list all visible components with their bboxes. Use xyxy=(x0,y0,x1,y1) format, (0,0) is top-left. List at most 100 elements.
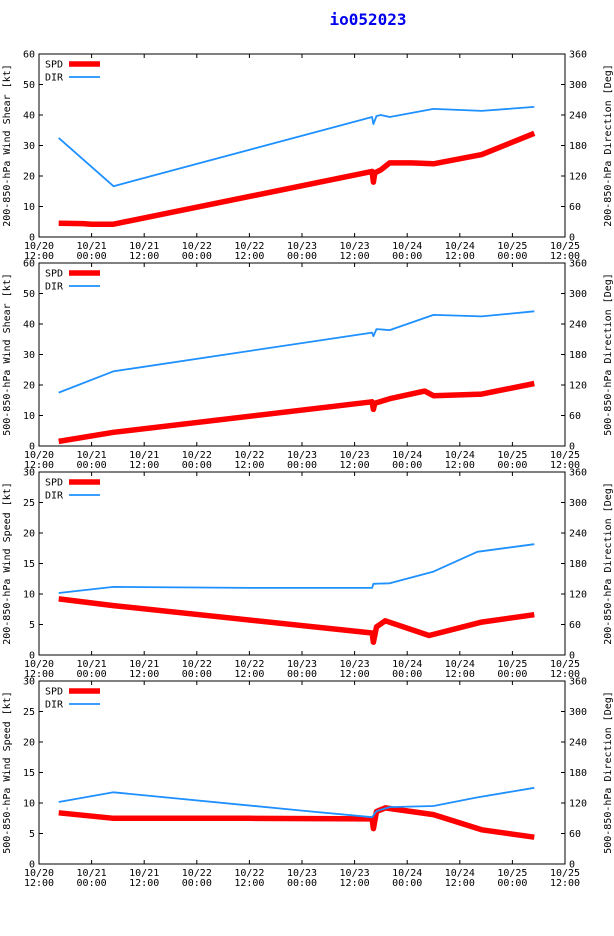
x-tick-date: 10/24 xyxy=(392,659,422,670)
x-tick-time: 00:00 xyxy=(392,251,422,262)
dir-series-line xyxy=(58,310,535,394)
y-right-tick-label: 360 xyxy=(569,677,587,688)
y-left-tick-label: 5 xyxy=(29,620,35,631)
x-tick-time: 00:00 xyxy=(392,669,422,680)
x-tick-date: 10/24 xyxy=(392,450,422,461)
y-left-tick-label: 10 xyxy=(23,590,35,601)
y-right-tick-label: 360 xyxy=(569,259,587,270)
y-left-tick-label: 25 xyxy=(23,498,35,509)
x-tick-date: 10/24 xyxy=(445,241,475,252)
x-tick-date: 10/23 xyxy=(340,241,370,252)
x-tick-date: 10/25 xyxy=(550,868,580,879)
x-tick-time: 12:00 xyxy=(24,460,54,471)
y-left-axis-label: 200-850-hPa Wind Speed [kt] xyxy=(2,482,13,645)
x-tick-date: 10/24 xyxy=(392,241,422,252)
x-tick-date: 10/21 xyxy=(77,868,107,879)
x-tick-time: 12:00 xyxy=(340,251,370,262)
legend-label-dir: DIR xyxy=(45,73,64,84)
x-tick-date: 10/20 xyxy=(24,241,54,252)
legend-label-dir: DIR xyxy=(45,700,64,711)
y-right-tick-label: 120 xyxy=(569,381,587,392)
y-left-tick-label: 5 xyxy=(29,829,35,840)
plot-frame xyxy=(38,53,566,238)
x-tick-date: 10/22 xyxy=(234,659,264,670)
x-tick-time: 00:00 xyxy=(182,878,212,889)
y-right-axis-label: 200-850-hPa Direction [Deg] xyxy=(603,64,614,227)
x-tick-date: 10/21 xyxy=(77,241,107,252)
x-tick-date: 10/22 xyxy=(182,868,212,879)
x-tick-time: 12:00 xyxy=(24,669,54,680)
x-tick-date: 10/22 xyxy=(234,868,264,879)
plot-frame xyxy=(38,262,566,447)
x-tick-date: 10/25 xyxy=(550,241,580,252)
y-left-tick-label: 20 xyxy=(23,738,35,749)
x-tick-date: 10/23 xyxy=(287,241,317,252)
x-tick-date: 10/23 xyxy=(340,868,370,879)
x-tick-time: 00:00 xyxy=(497,460,527,471)
x-tick-date: 10/24 xyxy=(445,450,475,461)
x-tick-time: 12:00 xyxy=(129,251,159,262)
x-tick-date: 10/21 xyxy=(129,659,159,670)
x-tick-date: 10/23 xyxy=(287,868,317,879)
y-left-tick-label: 0 xyxy=(29,860,35,871)
y-right-tick-label: 180 xyxy=(569,350,587,361)
x-tick-time: 12:00 xyxy=(24,251,54,262)
x-tick-time: 00:00 xyxy=(287,460,317,471)
y-left-tick-label: 50 xyxy=(23,80,35,91)
x-tick-date: 10/21 xyxy=(77,659,107,670)
x-tick-date: 10/24 xyxy=(445,868,475,879)
x-tick-time: 12:00 xyxy=(129,878,159,889)
x-tick-time: 12:00 xyxy=(129,669,159,680)
x-tick-time: 12:00 xyxy=(445,460,475,471)
x-tick-date: 10/22 xyxy=(234,241,264,252)
legend-label-spd: SPD xyxy=(45,687,63,698)
y-left-tick-label: 30 xyxy=(23,350,35,361)
chart-panel-3: 10/2012:0010/2100:0010/2112:0010/2200:00… xyxy=(2,468,614,681)
x-tick-time: 12:00 xyxy=(234,251,264,262)
x-tick-time: 12:00 xyxy=(234,669,264,680)
plot-frame xyxy=(38,680,566,865)
y-left-tick-label: 15 xyxy=(23,768,35,779)
x-tick-time: 12:00 xyxy=(129,460,159,471)
y-left-tick-label: 0 xyxy=(29,233,35,244)
x-tick-time: 00:00 xyxy=(287,878,317,889)
dir-series-line xyxy=(58,786,535,819)
x-tick-date: 10/22 xyxy=(182,450,212,461)
x-tick-time: 12:00 xyxy=(550,251,580,262)
x-tick-time: 00:00 xyxy=(182,669,212,680)
x-tick-date: 10/21 xyxy=(129,868,159,879)
x-tick-time: 12:00 xyxy=(234,878,264,889)
x-tick-time: 12:00 xyxy=(340,878,370,889)
legend-label-spd: SPD xyxy=(45,269,63,280)
chart-panels: 10/2012:0010/2100:0010/2112:0010/2200:00… xyxy=(2,50,614,890)
x-tick-time: 12:00 xyxy=(550,878,580,889)
y-left-tick-label: 20 xyxy=(23,529,35,540)
y-left-tick-label: 10 xyxy=(23,202,35,213)
x-tick-time: 00:00 xyxy=(77,251,107,262)
x-tick-date: 10/20 xyxy=(24,659,54,670)
y-right-tick-label: 300 xyxy=(569,707,587,718)
x-tick-time: 00:00 xyxy=(497,669,527,680)
y-left-axis-label: 200-850-hPa Wind Shear [kt] xyxy=(2,64,13,227)
y-right-tick-label: 300 xyxy=(569,498,587,509)
y-right-tick-label: 60 xyxy=(569,202,581,213)
y-right-axis-label: 200-850-hPa Direction [Deg] xyxy=(603,482,614,645)
x-tick-date: 10/25 xyxy=(497,659,527,670)
x-tick-date: 10/23 xyxy=(340,450,370,461)
chart-panel-1: 10/2012:0010/2100:0010/2112:0010/2200:00… xyxy=(2,50,614,263)
y-left-tick-label: 60 xyxy=(23,50,35,61)
x-tick-time: 00:00 xyxy=(182,251,212,262)
y-right-tick-label: 120 xyxy=(569,799,587,810)
x-tick-time: 12:00 xyxy=(445,878,475,889)
x-tick-time: 00:00 xyxy=(287,669,317,680)
spd-series-line xyxy=(58,130,536,227)
x-tick-time: 12:00 xyxy=(24,878,54,889)
y-left-tick-label: 20 xyxy=(23,381,35,392)
y-left-tick-label: 30 xyxy=(23,141,35,152)
x-tick-time: 00:00 xyxy=(287,251,317,262)
x-tick-date: 10/22 xyxy=(182,241,212,252)
y-right-tick-label: 0 xyxy=(569,233,575,244)
y-right-tick-label: 180 xyxy=(569,141,587,152)
y-right-tick-label: 180 xyxy=(569,559,587,570)
